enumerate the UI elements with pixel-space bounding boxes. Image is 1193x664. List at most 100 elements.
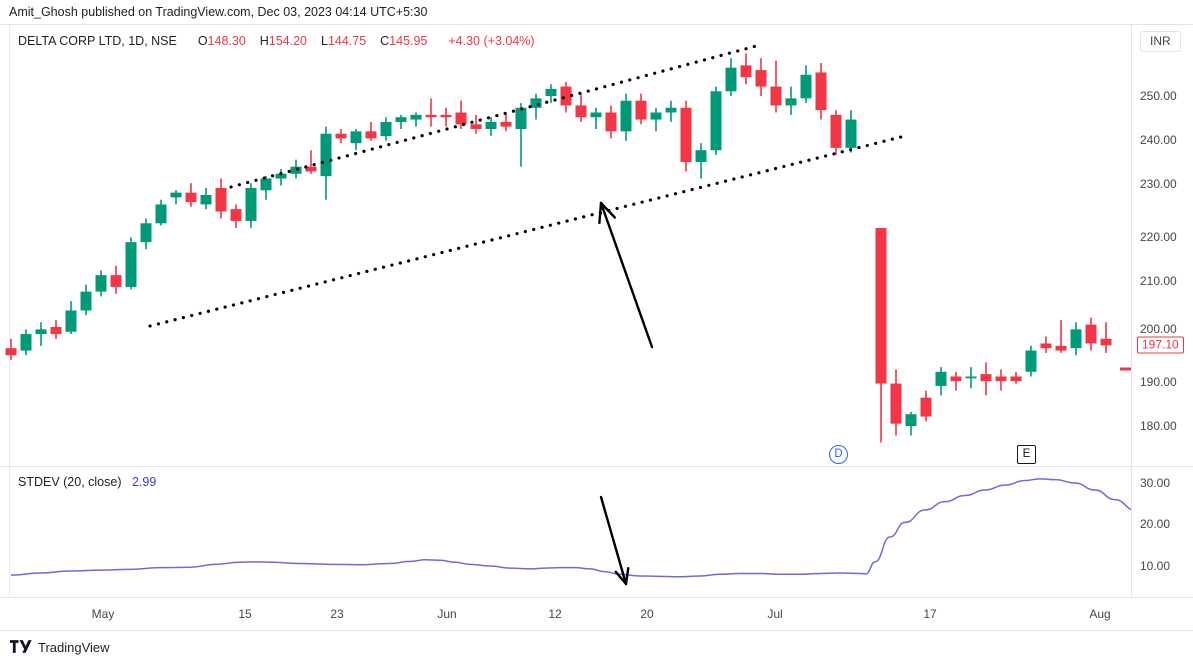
publish-header: Amit_Ghosh published on TradingView.com,… [0, 0, 1193, 24]
indicator-pane: STDEV (20, close) 2.99 30.00 20.00 10.00 [0, 466, 1193, 597]
indicator-legend[interactable]: STDEV (20, close) 2.99 [18, 475, 156, 489]
candlestick [575, 93, 587, 122]
candlestick [755, 58, 767, 96]
candlestick [20, 329, 32, 356]
indicator-tick: 10.00 [1140, 559, 1171, 573]
candlestick [245, 183, 257, 228]
price-tick: 190.00 [1140, 375, 1177, 389]
arrow-to-stdev-low [599, 495, 630, 586]
candlestick [110, 265, 122, 294]
candlestick [425, 98, 437, 127]
currency-unit-chip: INR [1140, 31, 1181, 52]
candlestick [935, 367, 947, 396]
candlestick [80, 284, 92, 316]
candlestick [470, 114, 482, 134]
candlestick [410, 112, 422, 127]
tradingview-mark-icon [10, 639, 38, 656]
time-tick: 23 [330, 607, 344, 621]
candlestick [125, 237, 137, 290]
candlestick [1025, 345, 1037, 377]
plot-left-rule [9, 25, 10, 466]
candlestick [965, 367, 977, 389]
indicator-axis[interactable]: 30.00 20.00 10.00 [1131, 467, 1193, 597]
open-value: 148.30 [207, 34, 246, 48]
candlestick [185, 183, 197, 207]
price-tick: 240.00 [1140, 133, 1177, 147]
candlestick [530, 93, 542, 120]
publish-header-text: Amit_Ghosh published on TradingView.com,… [9, 5, 428, 19]
time-tick: Jul [767, 607, 783, 621]
candlestick [830, 110, 842, 155]
candlestick [725, 58, 737, 96]
price-pane: DELTA CORP LTD, 1D, NSE O148.30 H154.20 … [0, 24, 1193, 466]
candlestick [155, 199, 167, 226]
close-label: C [380, 34, 390, 48]
candlestick [1055, 319, 1067, 353]
candlestick [1040, 336, 1052, 353]
high-label: H [259, 34, 269, 48]
time-axis[interactable]: May 15 23 Jun 12 20 Jul 17 Aug [0, 597, 1193, 630]
candlestick [800, 65, 812, 104]
time-tick: Aug [1089, 607, 1111, 621]
chart-marker-d[interactable]: D [829, 445, 848, 464]
candlestick [665, 100, 677, 122]
stdev-line [10, 478, 1151, 578]
price-tick: 180.00 [1140, 419, 1177, 433]
symbol-legend-title[interactable]: DELTA CORP LTD, 1D, NSE [18, 34, 177, 48]
candlestick [920, 390, 932, 422]
indicator-tick: 30.00 [1140, 476, 1171, 490]
candlestick [140, 218, 152, 250]
price-tick: 210.00 [1140, 274, 1177, 288]
candlestick [350, 129, 362, 151]
current-price-badge: 197.10 [1137, 336, 1184, 354]
open-label: O [197, 34, 208, 48]
candlestick [380, 117, 392, 141]
symbol-legend[interactable]: DELTA CORP LTD, 1D, NSE O148.30 H154.20 … [18, 34, 535, 48]
candlestick [215, 178, 227, 219]
candlestick [950, 371, 962, 391]
candlestick [710, 86, 722, 155]
low-value: 144.75 [327, 34, 367, 48]
candlestick [995, 369, 1007, 391]
footer-bar: TradingView [0, 630, 1193, 664]
candlestick [785, 86, 797, 115]
candlestick [230, 204, 242, 228]
chart-marker-e[interactable]: E [1017, 445, 1036, 464]
candlestick [335, 129, 347, 144]
tradingview-logo[interactable]: TradingView [10, 639, 110, 656]
candlestick [515, 103, 527, 167]
candlestick [1100, 322, 1112, 353]
price-tick: 230.00 [1140, 177, 1177, 191]
candlestick [200, 187, 212, 210]
change-value: +4.30 (+3.04%) [448, 34, 535, 48]
candlestick [890, 369, 902, 436]
candlestick [650, 107, 662, 132]
time-tick: 15 [238, 607, 252, 621]
candlestick [545, 84, 557, 104]
price-tick: 200.00 [1140, 322, 1177, 336]
candlestick [50, 319, 62, 339]
price-axis[interactable]: INR 250.00 240.00 230.00 220.00 210.00 200.00… [1131, 25, 1193, 466]
candlestick [695, 143, 707, 179]
candlestick [875, 228, 887, 443]
trendline-upper-channel [229, 43, 762, 189]
indicator-name[interactable]: STDEV (20, close) [18, 475, 122, 489]
candlestick [365, 121, 377, 141]
candlestick [740, 53, 752, 85]
candlestick [455, 100, 467, 129]
price-tick: 250.00 [1140, 89, 1177, 103]
candlestick [620, 93, 632, 141]
candlestick [440, 107, 452, 127]
candlestick [845, 110, 857, 153]
candlestick [1085, 317, 1097, 351]
candlestick [500, 114, 512, 132]
candlestick-plot [5, 43, 1112, 443]
candlestick [605, 105, 617, 139]
arrow-to-channel [598, 201, 654, 349]
high-value: 154.20 [268, 34, 308, 48]
time-tick: 12 [548, 607, 562, 621]
time-tick: Jun [437, 607, 457, 621]
indicator-value: 2.99 [132, 475, 157, 489]
candlestick [275, 169, 287, 186]
